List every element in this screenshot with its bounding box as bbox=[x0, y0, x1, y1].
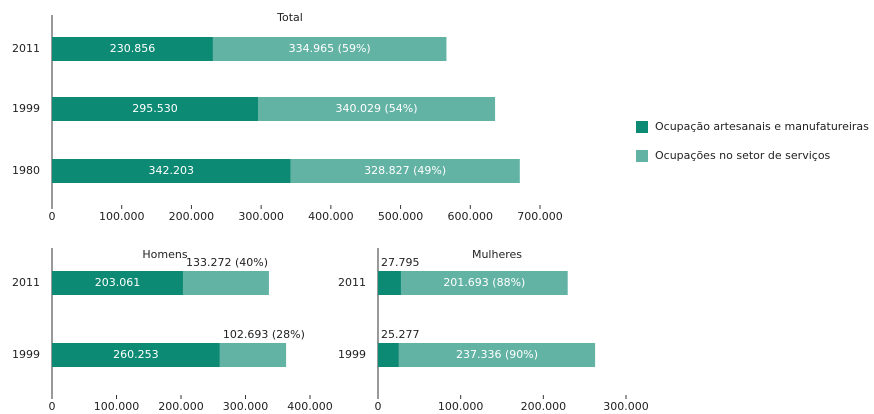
bar-segment bbox=[52, 271, 183, 295]
data-label: 133.272 (40%) bbox=[186, 256, 268, 269]
bar-segment bbox=[52, 97, 259, 121]
x-tick-label: 0 bbox=[49, 210, 56, 223]
chart-title: Homens bbox=[142, 248, 187, 261]
x-tick-label: 500.000 bbox=[378, 210, 424, 223]
bar-segment bbox=[400, 271, 568, 295]
x-tick-label: 0 bbox=[375, 400, 382, 413]
bar-segment bbox=[182, 271, 269, 295]
x-tick-label: 300.000 bbox=[238, 210, 284, 223]
bar-segment bbox=[52, 159, 291, 183]
y-tick-label: 1980 bbox=[12, 164, 40, 177]
data-label: 340.029 (54%) bbox=[336, 102, 418, 115]
y-tick-label: 1999 bbox=[338, 348, 366, 361]
x-tick-label: 400.000 bbox=[308, 210, 354, 223]
bar-segment bbox=[52, 343, 220, 367]
x-tick-label: 200.000 bbox=[158, 400, 204, 413]
bar-segment bbox=[290, 159, 520, 183]
legend-swatch bbox=[636, 121, 648, 133]
data-label: 328.827 (49%) bbox=[364, 164, 446, 177]
data-label: 102.693 (28%) bbox=[223, 328, 305, 341]
data-label: 237.336 (90%) bbox=[456, 348, 538, 361]
y-tick-label: 2011 bbox=[338, 276, 366, 289]
data-label: 295.530 bbox=[132, 102, 178, 115]
bar-segment bbox=[212, 37, 447, 61]
data-label: 27.795 bbox=[381, 256, 420, 269]
bar-segment bbox=[258, 97, 496, 121]
x-tick-label: 700.000 bbox=[517, 210, 563, 223]
data-label: 230.856 bbox=[110, 42, 156, 55]
x-tick-label: 200.000 bbox=[169, 210, 215, 223]
x-tick-label: 600.000 bbox=[448, 210, 494, 223]
chart-title: Mulheres bbox=[472, 248, 522, 261]
legend-swatch bbox=[636, 150, 648, 162]
y-tick-label: 2011 bbox=[12, 42, 40, 55]
bar-segment bbox=[398, 343, 596, 367]
data-label: 201.693 (88%) bbox=[443, 276, 525, 289]
chart-title: Total bbox=[276, 11, 303, 24]
bar-segment bbox=[378, 343, 399, 367]
y-tick-label: 2011 bbox=[12, 276, 40, 289]
bar-segment bbox=[52, 37, 213, 61]
x-tick-label: 400.000 bbox=[287, 400, 333, 413]
legend-label: Ocupações no setor de serviços bbox=[655, 149, 831, 162]
x-tick-label: 300.000 bbox=[603, 400, 649, 413]
y-tick-label: 1999 bbox=[12, 348, 40, 361]
x-tick-label: 100.000 bbox=[99, 210, 145, 223]
x-tick-label: 100.000 bbox=[438, 400, 484, 413]
data-label: 260.253 bbox=[113, 348, 159, 361]
legend-label: Ocupação artesanais e manufatureiras bbox=[655, 120, 869, 133]
data-label: 334.965 (59%) bbox=[289, 42, 371, 55]
x-tick-label: 300.000 bbox=[223, 400, 269, 413]
data-label: 203.061 bbox=[95, 276, 141, 289]
x-tick-label: 200.000 bbox=[521, 400, 567, 413]
y-tick-label: 1999 bbox=[12, 102, 40, 115]
x-tick-label: 0 bbox=[49, 400, 56, 413]
data-label: 25.277 bbox=[381, 328, 420, 341]
bar-segment bbox=[219, 343, 287, 367]
x-tick-label: 100.000 bbox=[94, 400, 140, 413]
data-label: 342.203 bbox=[149, 164, 195, 177]
bar-segment bbox=[378, 271, 401, 295]
